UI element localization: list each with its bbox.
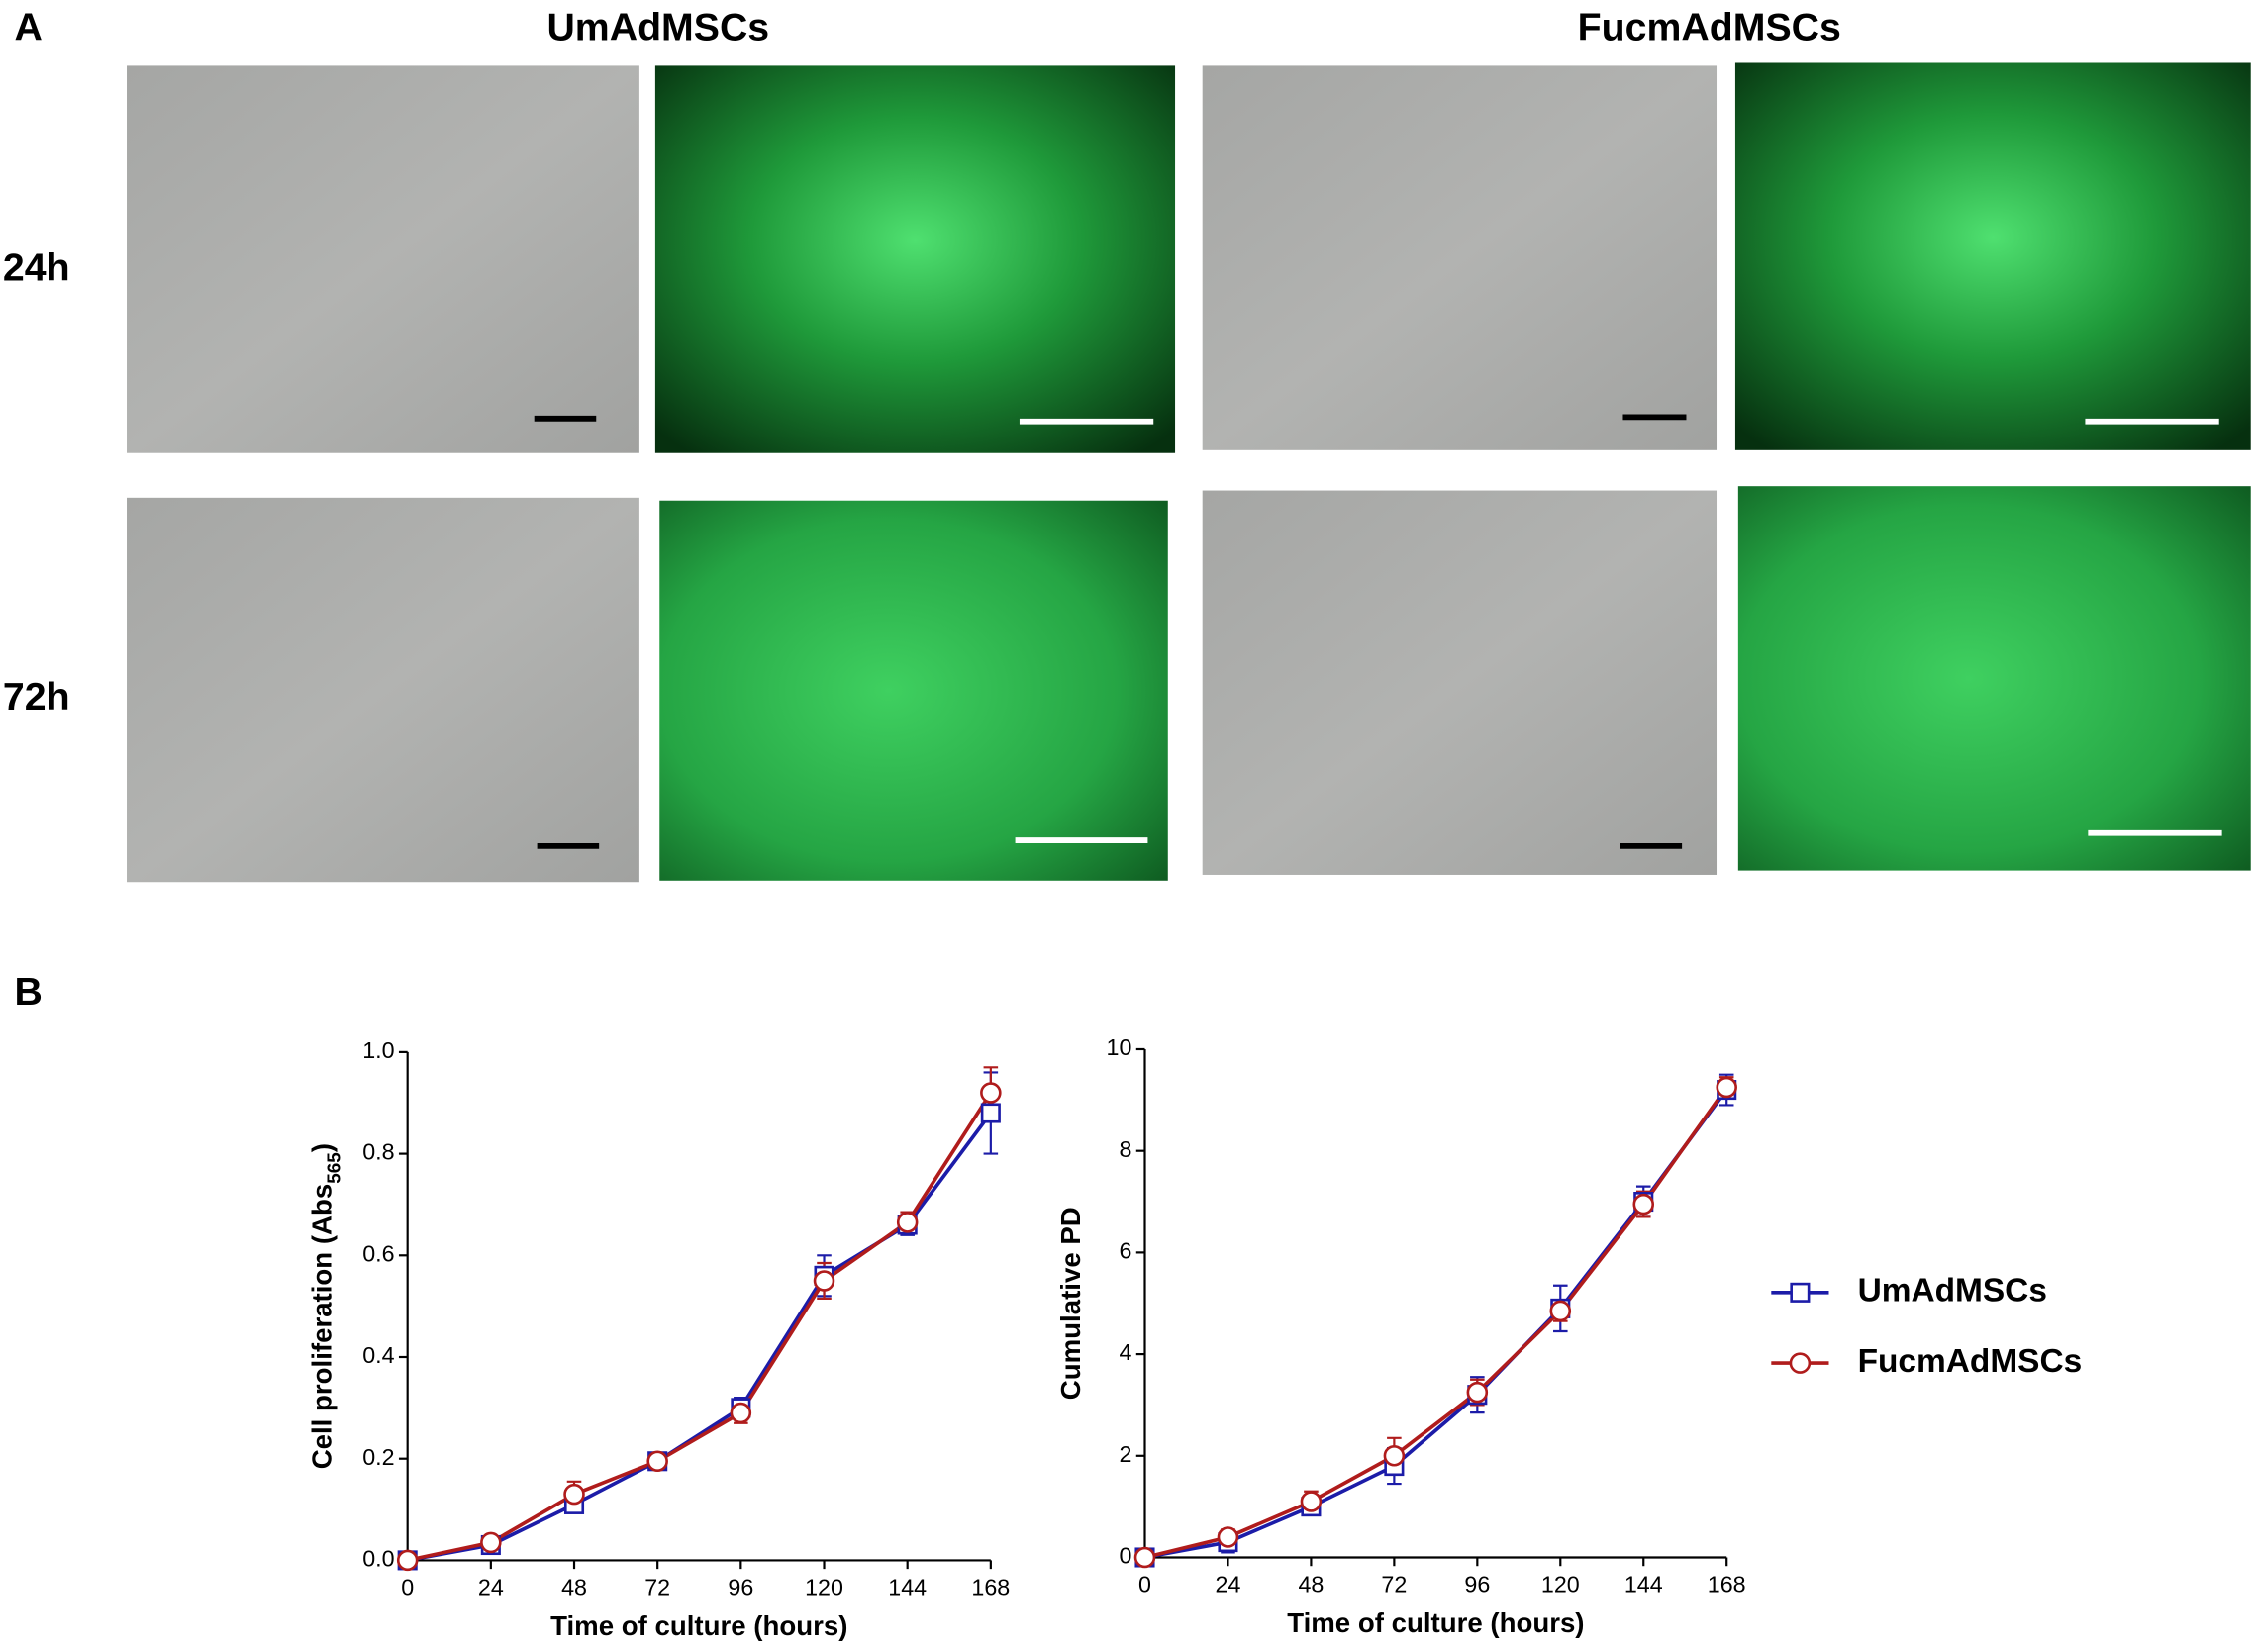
fluorescence-image [1737, 486, 2251, 871]
phase-image [127, 65, 639, 453]
phase-image [1202, 65, 1718, 450]
y-tick-label: 0.6 [362, 1240, 394, 1266]
row-label: 24h [3, 245, 70, 289]
x-tick-label: 168 [971, 1575, 1010, 1601]
y-axis-label-part: ) [307, 1143, 338, 1152]
legend-marker [1789, 1352, 1812, 1374]
marker [480, 1531, 502, 1554]
x-tick-label: 144 [1624, 1572, 1663, 1598]
x-axis-label: Time of culture (hours) [550, 1610, 847, 1641]
x-tick-label: 24 [1216, 1572, 1241, 1598]
y-tick-label: 0.4 [362, 1342, 394, 1368]
y-tick-label: 10 [1107, 1034, 1132, 1060]
panel-label: B [15, 970, 43, 1014]
legend-marker [1790, 1282, 1811, 1303]
fluorescence-image [1734, 62, 2251, 450]
marker [563, 1483, 585, 1506]
x-tick-label: 0 [1138, 1572, 1151, 1598]
column-title: UmAdMSCs [546, 5, 769, 49]
x-tick-label: 0 [401, 1575, 414, 1601]
marker [813, 1270, 835, 1292]
marker [980, 1103, 1001, 1123]
marker [1632, 1193, 1655, 1215]
x-tick-label: 48 [1298, 1572, 1324, 1598]
y-axis-label: Cumulative PD [1055, 1207, 1086, 1400]
row-label: 72h [3, 675, 70, 719]
legend-label: UmAdMSCs [1858, 1273, 2047, 1310]
y-tick-label: 0.0 [362, 1546, 394, 1572]
x-tick-label: 144 [888, 1575, 927, 1601]
y-axis-label-part: Cumulative PD [1055, 1207, 1086, 1400]
x-tick-label: 96 [1464, 1572, 1490, 1598]
x-axis-label: Time of culture (hours) [1287, 1607, 1584, 1638]
y-tick-label: 4 [1119, 1339, 1131, 1365]
fluorescence-image [659, 500, 1168, 881]
x-tick-label: 72 [1381, 1572, 1407, 1598]
phase-image [127, 497, 639, 883]
x-tick-label: 168 [1708, 1572, 1746, 1598]
y-axis-label-part: 565 [324, 1152, 344, 1184]
panel-label: A [15, 5, 43, 49]
series-line [1144, 1086, 1728, 1560]
marker [1383, 1445, 1406, 1467]
marker [896, 1212, 919, 1233]
micrographs [127, 62, 2251, 883]
series-line [407, 1112, 993, 1563]
series-line [407, 1091, 993, 1563]
marker [1549, 1300, 1572, 1322]
column-title: FucmAdMSCs [1578, 5, 1841, 49]
y-tick-label: 6 [1119, 1238, 1131, 1264]
phase-image [1202, 490, 1718, 875]
marker [396, 1549, 419, 1572]
x-tick-label: 96 [728, 1575, 753, 1601]
y-tick-label: 1.0 [362, 1037, 394, 1063]
chart: 0.0 0.2 0.4 0.6 0.8 1.0 0 24 48 72 96 120 144 168 Time… [307, 1037, 1011, 1641]
y-tick-label: 0.2 [362, 1444, 394, 1470]
y-tick-label: 8 [1119, 1136, 1131, 1162]
x-tick-label: 48 [561, 1575, 587, 1601]
fluorescence-image [654, 65, 1176, 453]
legend-label: FucmAdMSCs [1858, 1343, 2083, 1380]
marker [1300, 1491, 1323, 1512]
y-tick-label: 2 [1119, 1441, 1131, 1467]
marker [1716, 1076, 1737, 1099]
marker [646, 1450, 668, 1473]
marker [730, 1402, 752, 1424]
y-axis-label: Cell proliferation (Abs565) [307, 1143, 344, 1469]
x-tick-label: 120 [805, 1575, 843, 1601]
marker [980, 1082, 1002, 1104]
x-tick-label: 72 [644, 1575, 670, 1601]
y-tick-label: 0.8 [362, 1139, 394, 1165]
marker [1133, 1546, 1156, 1569]
series-line [1144, 1088, 1728, 1560]
y-tick-label: 0 [1119, 1543, 1131, 1569]
marker [1466, 1381, 1489, 1404]
y-axis-label-part: Cell proliferation (Abs [307, 1184, 338, 1470]
marker [1217, 1526, 1239, 1548]
x-tick-label: 120 [1541, 1572, 1580, 1598]
x-tick-label: 24 [478, 1575, 504, 1601]
